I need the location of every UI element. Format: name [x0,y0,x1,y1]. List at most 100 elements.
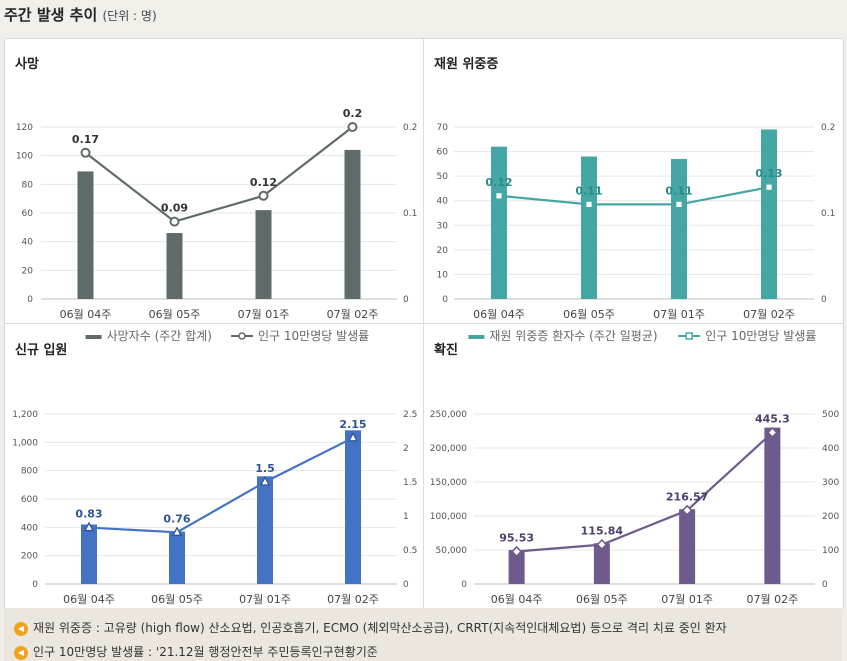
legend-line-label: 인구 10만명당 발생률 [258,329,369,343]
right-axis-tick-label: 1.5 [403,478,417,488]
left-axis-tick-label: 50,000 [436,546,468,556]
chart-death: 0 20 40 60 80 100 120 0 0.1 0.2 0.17 0.09 0.12 0.2 06월… [16,107,418,343]
bar [491,146,507,299]
line-point [80,147,91,158]
bar [581,156,597,299]
data-label: 0.11 [575,184,602,197]
left-axis-tick-label: 150,000 [430,478,467,488]
line-point [766,426,779,439]
legend-bar-swatch [468,335,485,339]
data-label: 216.57 [666,490,708,503]
data-label: 0.76 [163,512,190,525]
series-line [88,436,354,534]
data-label: 0.11 [665,184,692,197]
page-unit: (단위 : 명) [102,9,157,23]
page-title-text: 주간 발생 추이 [4,6,98,24]
bar [761,129,777,299]
bar [679,509,696,584]
data-label: 0.12 [250,176,277,189]
right-axis-tick-label: 0.1 [403,209,417,219]
left-axis-tick-label: 250,000 [430,410,467,420]
right-axis-tick-label: 0 [403,580,409,590]
left-axis-tick-label: 20 [22,266,34,276]
data-label: 445.3 [755,413,790,426]
category-label: 06월 04주 [60,308,112,321]
right-axis-tick-label: 500 [822,410,839,420]
data-label: 1.5 [255,462,275,475]
chart-title-hospital: 신규 입원 [15,343,68,358]
bar [593,543,610,584]
bar [345,430,361,584]
bar [255,210,272,299]
category-label: 06월 05주 [151,593,203,606]
chart-severe: 0 10 20 30 40 50 60 70 0 0.1 0.2 0.12 0.11 0.11 0.13 06… [437,123,836,343]
line-point [681,504,693,516]
bar [169,531,185,584]
left-axis-tick-label: 50 [437,172,449,182]
right-axis-tick-label: 0 [821,295,827,305]
right-axis-tick-label: 300 [822,478,839,488]
category-label: 07월 02주 [327,308,379,321]
page-title: 주간 발생 추이 (단위 : 명) [4,4,157,25]
line-point [494,191,504,201]
chart-title-severe: 재원 위중증 [434,57,499,72]
charts-panel: 사망 0 20 40 60 80 100 120 0 0.1 0.2 0.17 0.09 0.12 0.2… [4,38,844,628]
bar [166,233,183,299]
left-axis-tick-label: 100 [16,152,33,162]
right-axis-tick-label: 0.2 [821,123,835,133]
bar [257,476,273,584]
note-text: 재원 위중증 : 고유량 (high flow) 산소요법, 인공호흡기, EC… [33,621,727,635]
category-label: 07월 02주 [743,308,795,321]
bar [764,427,781,584]
category-label: 06월 05주 [563,308,615,321]
category-label: 07월 01주 [239,593,291,606]
data-label: 0.09 [161,202,188,215]
right-axis-tick-label: 2 [403,444,409,454]
vertical-divider [423,39,424,609]
category-label: 07월 02주 [747,593,799,606]
category-label: 06월 04주 [491,593,543,606]
right-axis-tick-label: 200 [822,512,839,522]
category-label: 06월 04주 [63,593,115,606]
category-label: 06월 05주 [576,593,628,606]
legend-marker [238,332,246,340]
left-axis-tick-label: 200,000 [430,444,467,454]
left-axis-tick-label: 80 [22,180,34,190]
line-point [596,538,608,551]
line-point [83,521,95,532]
left-axis-tick-label: 800 [21,467,38,477]
chart-confirmed: 0 50,000 100,000 150,000 200,000 250,000 0 100 2… [430,410,840,628]
left-axis-tick-label: 0 [27,295,33,305]
line-point [259,476,271,486]
bar [77,171,94,299]
right-axis-tick-label: 0 [822,580,828,590]
category-label: 06월 04주 [473,308,525,321]
right-axis-tick-label: 0.2 [403,123,417,133]
series-line [516,431,774,553]
chart-title-death: 사망 [15,57,39,72]
line-point [171,526,183,536]
line-point [584,199,594,209]
left-axis-tick-label: 10 [437,270,449,280]
left-axis-tick-label: 30 [437,221,449,231]
left-axis-tick-label: 40 [437,197,449,207]
data-label: 0.2 [343,107,363,120]
data-label: 115.84 [581,525,624,538]
left-axis-tick-label: 60 [437,148,449,158]
data-label: 0.17 [72,133,99,146]
line-point [674,199,684,209]
left-axis-tick-label: 40 [22,238,34,248]
left-axis-tick-label: 0 [32,580,38,590]
right-axis-tick-label: 0 [403,295,409,305]
note-text: 인구 10만명당 발생률 : '21.12월 행정안전부 주민등록인구현황기준 [33,645,378,659]
bar [508,550,525,584]
data-label: 0.83 [75,508,102,521]
speaker-icon: ◀ [14,621,28,636]
bar [344,149,361,299]
left-axis-tick-label: 400 [21,523,38,533]
left-axis-tick-label: 1,000 [12,438,38,448]
horizontal-divider [5,323,843,324]
category-label: 07월 02주 [327,593,379,606]
left-axis-tick-label: 100,000 [430,512,467,522]
note-severe-definition: ◀ 재원 위중증 : 고유량 (high flow) 산소요법, 인공호흡기, E… [14,619,727,636]
